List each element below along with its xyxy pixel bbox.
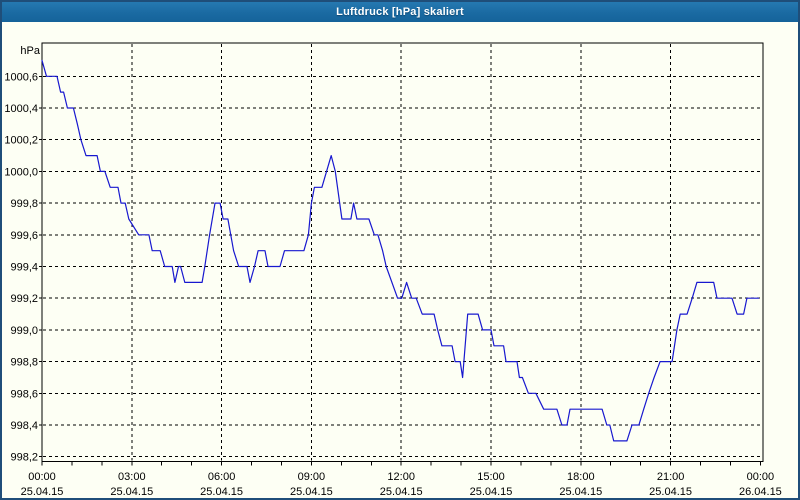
- x-axis-time-label: 18:00: [567, 471, 595, 483]
- y-axis-label: 999,6: [10, 230, 38, 242]
- series-layer: [41, 59, 760, 442]
- x-axis-time-label: 00:00: [747, 471, 775, 483]
- y-axis-label: 998,2: [10, 452, 38, 464]
- y-axis-label: 998,8: [10, 357, 38, 369]
- y-axis-label: 999,8: [10, 198, 38, 210]
- x-axis-time-label: 09:00: [298, 471, 326, 483]
- y-axis-label: 999,0: [10, 325, 38, 337]
- y-axis-label: 1000,4: [4, 103, 38, 115]
- y-axis-label: 1000,2: [4, 135, 38, 147]
- y-axis-label: 998,4: [10, 420, 38, 432]
- y-axis-label: 1000,6: [4, 71, 38, 83]
- y-axis-label: 999,4: [10, 262, 38, 274]
- y-axis-label: 1000,0: [4, 166, 38, 178]
- x-axis-time-label: 12:00: [387, 471, 415, 483]
- label-layer: 1000,6 1000,4 1000,2 1000,0 999,8 999,6 999,4 9…: [4, 71, 781, 498]
- x-axis-date-label: 25.04.15: [200, 486, 243, 498]
- y-axis-unit-label: hPa: [20, 45, 40, 57]
- x-axis-date-label: 25.04.15: [21, 486, 64, 498]
- x-axis-time-label: 21:00: [657, 471, 685, 483]
- x-axis-date-label: 25.04.15: [559, 486, 602, 498]
- x-axis-date-label: 25.04.15: [110, 486, 153, 498]
- y-axis-label: 998,6: [10, 388, 38, 400]
- chart-title: Luftdruck [hPa] skaliert: [336, 6, 464, 18]
- title-bar[interactable]: Luftdruck [hPa] skaliert: [2, 2, 798, 22]
- x-axis-time-label: 03:00: [118, 471, 146, 483]
- x-axis-date-label: 26.04.15: [739, 486, 782, 498]
- grid-layer: [43, 44, 762, 461]
- x-axis-time-label: 15:00: [477, 471, 505, 483]
- chart-region: 1000,6 1000,4 1000,2 1000,0 999,8 999,6 999,4 9…: [2, 22, 798, 498]
- x-axis-time-label: 06:00: [208, 471, 236, 483]
- y-axis-label: 999,2: [10, 293, 38, 305]
- axis-layer: [39, 42, 764, 466]
- x-axis-time-label: 00:00: [28, 471, 56, 483]
- x-axis-date-label: 25.04.15: [290, 486, 333, 498]
- pressure-line-chart: 1000,6 1000,4 1000,2 1000,0 999,8 999,6 999,4 9…: [4, 42, 782, 498]
- plot-border: [41, 42, 764, 462]
- pressure-line: [41, 59, 760, 442]
- x-axis-date-label: 25.04.15: [380, 486, 423, 498]
- x-axis-date-label: 25.04.15: [649, 486, 692, 498]
- x-axis-date-label: 25.04.15: [470, 486, 513, 498]
